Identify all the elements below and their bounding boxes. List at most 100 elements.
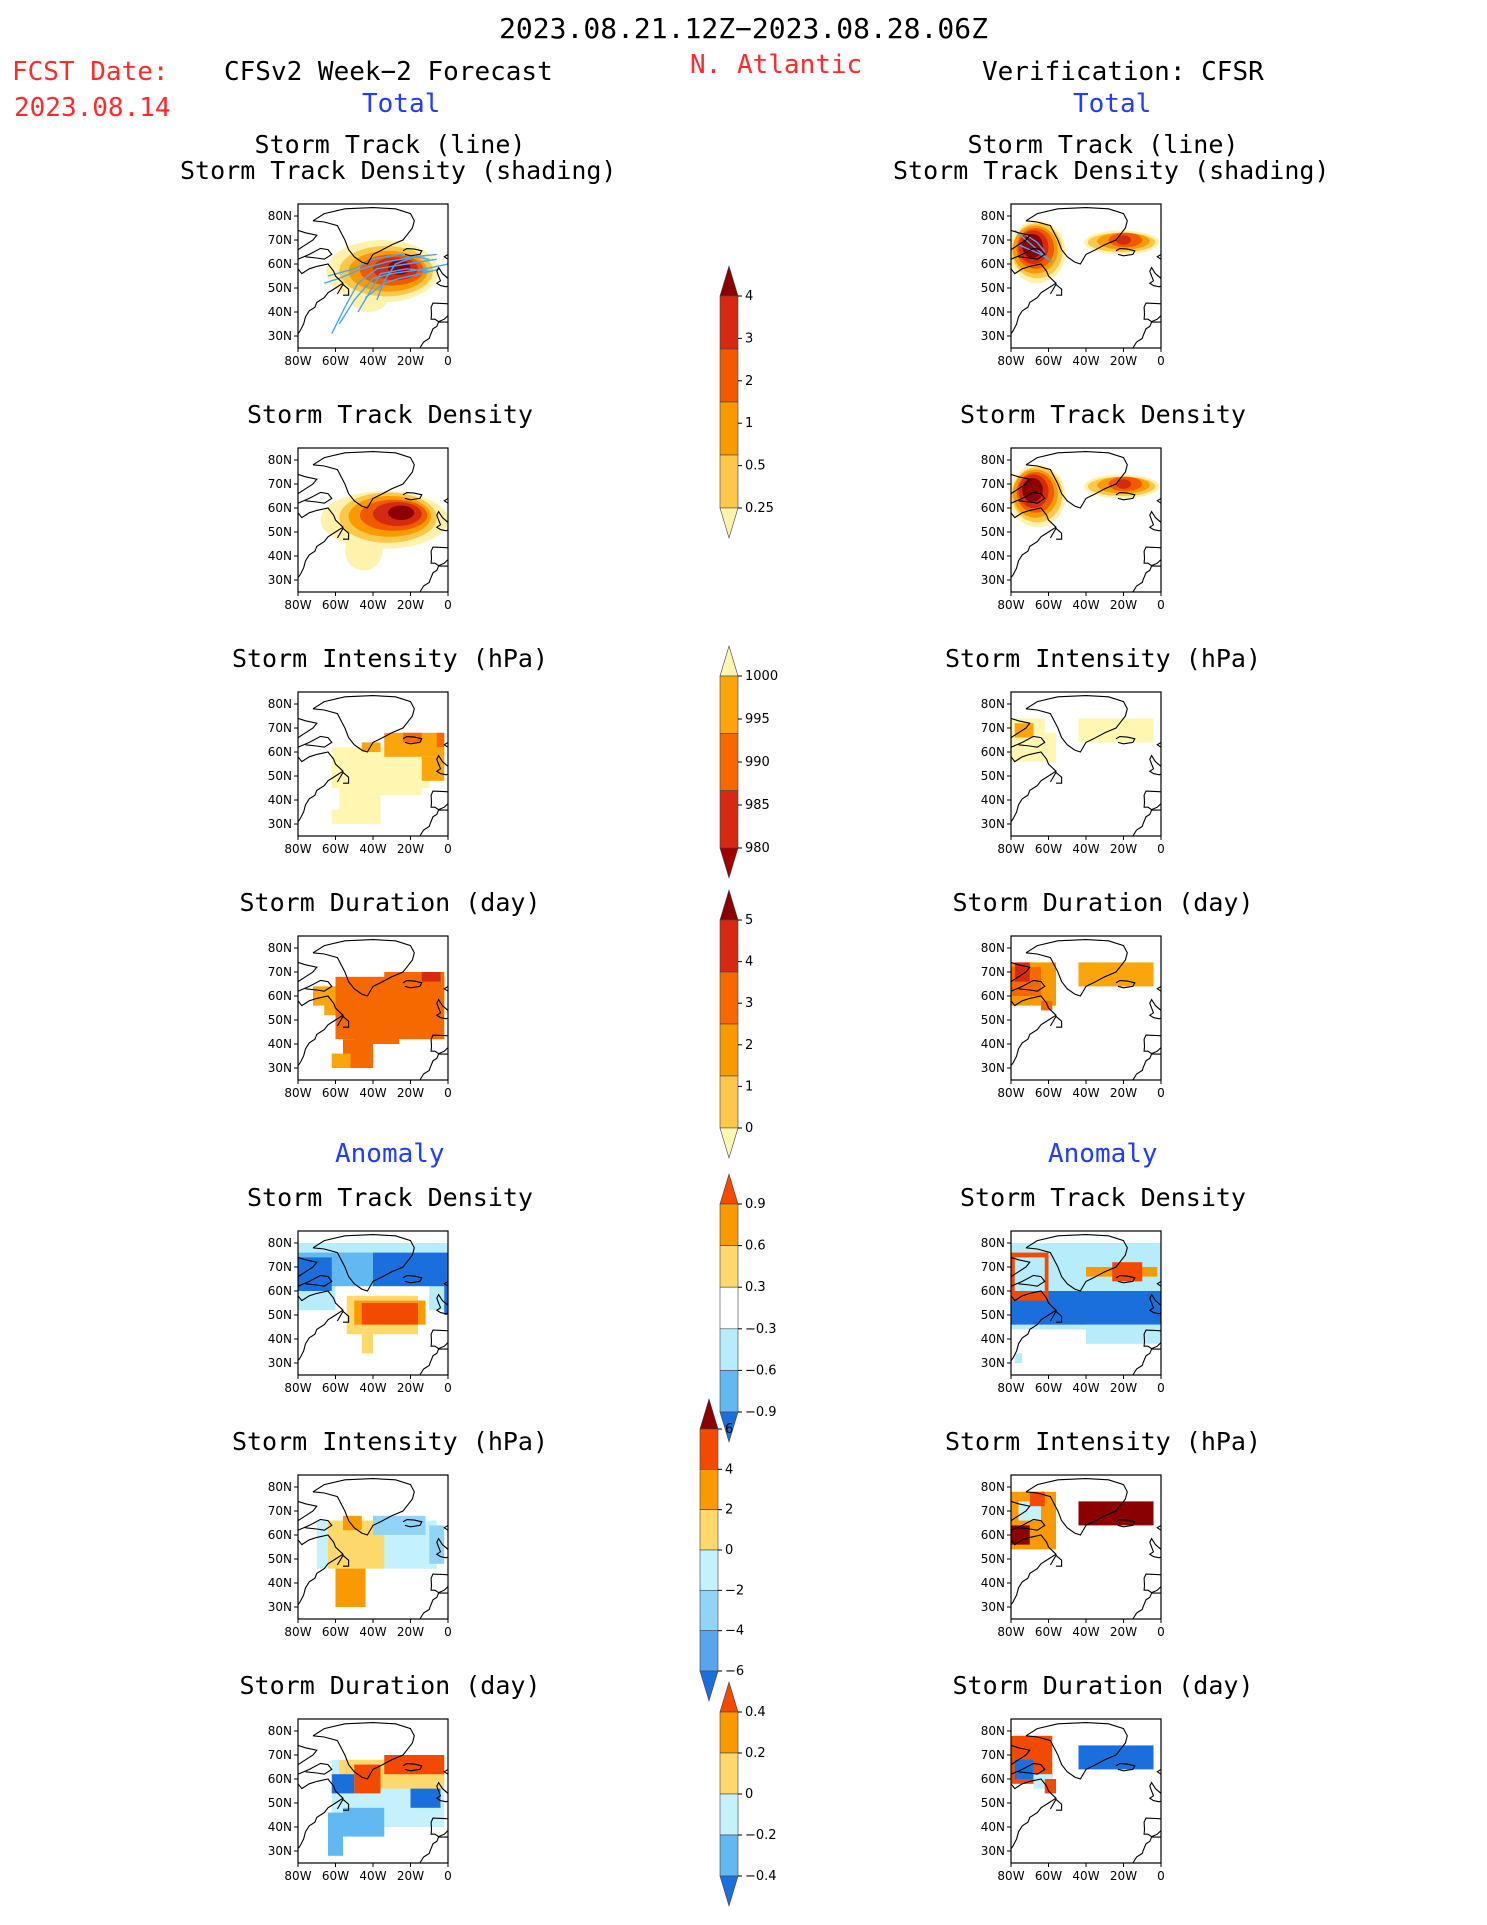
map-duration-forecast-lon-label-1: 60W	[322, 1086, 349, 1100]
map-track-forecast-lon-label-3: 20W	[397, 354, 424, 368]
map-track-verification-lon-label-1: 60W	[1035, 354, 1062, 368]
map-duration-verification-coastline-6	[1148, 998, 1161, 1020]
map-track-forecast-coastline-3	[298, 247, 333, 260]
panel-title-density-anom-left: Storm Track Density	[247, 1183, 533, 1212]
map-density-verification-lon-label-1: 60W	[1035, 598, 1062, 612]
map-intensity-verification-shade-2	[1078, 718, 1154, 743]
map-duration-anomaly-forecast-lat-label-0: 80N	[268, 1724, 292, 1738]
map-density-anomaly-forecast-shade-9	[361, 1303, 418, 1325]
map-duration-anomaly-forecast-coastline-7	[430, 1817, 448, 1838]
map-intensity-anomaly-forecast-shade-2	[335, 1568, 366, 1607]
map-intensity-anomaly-verification-lat-label-2: 60N	[981, 1528, 1005, 1542]
map-density-anomaly-forecast-coastline-6	[435, 1293, 448, 1315]
left-anomaly-label: Anomaly	[335, 1139, 445, 1169]
map-intensity-anomaly-forecast-coastline-3	[298, 1518, 333, 1531]
map-intensity-anomaly-verification-lat-label-0: 80N	[981, 1480, 1005, 1494]
map-density-verification-lat-label-0: 80N	[981, 453, 1005, 467]
map-density-verification-lat-label-4: 40N	[981, 549, 1005, 563]
map-track-verification-coastline-1	[1115, 248, 1136, 257]
map-density-forecast-lon-label-1: 60W	[322, 598, 349, 612]
colorbar-density-total-top-arrow	[719, 264, 739, 297]
map-intensity-anomaly-verification-coastline-2	[1011, 1500, 1031, 1522]
map-intensity-forecast-coastline-7	[430, 790, 448, 811]
panel-title-intensity-right: Storm Intensity (hPa)	[944, 644, 1262, 673]
map-duration-forecast: 80N 70N 60N 50N 40N 30N 80W 60W 40W 20W 0	[268, 935, 452, 1100]
map-duration-anomaly-verification-lon-label-1: 60W	[1035, 1869, 1062, 1883]
map-intensity-verification-lat-label-3: 50N	[981, 769, 1005, 783]
fcst-date-label: FCST Date:	[12, 57, 169, 87]
map-track-forecast-storm-track-0	[331, 258, 437, 334]
map-duration-anomaly-forecast-lon-label-2: 40W	[359, 1869, 386, 1883]
map-density-verification-coastline-0	[1025, 451, 1128, 509]
map-track-verification-storm-track-2	[1025, 234, 1046, 253]
colorbar-intensity-anomaly-swatch-2	[699, 1469, 719, 1510]
map-duration-forecast-lat-label-5: 30N	[268, 1061, 292, 1075]
map-intensity-anomaly-verification: 80N 70N 60N 50N 40N 30N 80W 60W 40W 20W 0	[981, 1474, 1165, 1639]
map-intensity-forecast-lat-label-2: 60N	[268, 745, 292, 759]
map-density-anomaly-forecast-lat-label-1: 70N	[268, 1260, 292, 1274]
colorbar-density-total-swatch-3	[719, 401, 739, 456]
map-density-forecast-lon-label-0: 80W	[284, 598, 311, 612]
map-duration-verification-lon-label-4: 0	[1157, 1086, 1165, 1100]
colorbar-intensity-anomaly-swatch-3	[699, 1509, 719, 1551]
map-duration-forecast-coastline-3	[298, 979, 333, 992]
map-density-forecast-lat-label-1: 70N	[268, 477, 292, 491]
map-intensity-anomaly-forecast-lon-label-4: 0	[444, 1625, 452, 1639]
map-duration-forecast-lon-label-2: 40W	[359, 1086, 386, 1100]
map-duration-anomaly-forecast-coastline-6	[435, 1781, 448, 1803]
colorbar-density-anomaly-label-3: −0.3	[745, 1322, 777, 1337]
map-duration-anomaly-forecast-coastline-2	[298, 1744, 318, 1766]
colorbar-duration-anomaly-bottom-arrow	[719, 1875, 739, 1908]
colorbar-density-anomaly-label-1: 0.6	[745, 1239, 766, 1254]
map-track-verification-lat-label-0: 80N	[981, 209, 1005, 223]
map-duration-anomaly-forecast-coastline-8	[419, 1836, 448, 1863]
map-duration-anomaly-verification-lon-label-3: 20W	[1110, 1869, 1137, 1883]
colorbar-intensity-anomaly-bottom-arrow	[699, 1670, 719, 1703]
colorbar-duration-total-bottom-arrow	[719, 1127, 739, 1160]
panel-title-duration-anom-left: Storm Duration (day)	[239, 1671, 541, 1700]
map-intensity-forecast-lon-label-4: 0	[444, 842, 452, 856]
map-intensity-anomaly-verification-lon-label-1: 60W	[1035, 1625, 1062, 1639]
map-track-verification-lon-label-4: 0	[1157, 354, 1165, 368]
map-intensity-anomaly-verification-coastline-7	[1143, 1573, 1161, 1594]
colorbar-duration-total-label-4: 1	[745, 1079, 753, 1094]
map-intensity-anomaly-forecast-lon-label-0: 80W	[284, 1625, 311, 1639]
map-density-verification-shade-10	[1116, 479, 1131, 489]
colorbar-duration-total-label-2: 3	[745, 996, 753, 1011]
map-density-verification-lat-label-1: 70N	[981, 477, 1005, 491]
colorbar-intensity-total-label-1: 995	[745, 712, 770, 727]
map-density-anomaly-forecast-coastline-5	[336, 1310, 350, 1323]
map-track-forecast-coastline-0	[312, 207, 415, 265]
map-duration-verification-frame	[1010, 935, 1162, 1081]
colorbar-duration-anomaly-label-3: −0.2	[745, 1828, 777, 1843]
map-intensity-anomaly-verification-coastline-0	[1025, 1478, 1128, 1536]
map-intensity-forecast-coastline-2	[298, 717, 318, 739]
map-duration-forecast-coastline-1	[402, 980, 423, 989]
map-duration-anomaly-verification-shade-4	[1078, 1745, 1154, 1770]
map-duration-anomaly-forecast-lat-label-2: 60N	[268, 1772, 292, 1786]
map-duration-verification-coastline-2	[1011, 961, 1031, 983]
colorbar-duration-anomaly-label-2: 0	[745, 1787, 753, 1802]
map-intensity-forecast-lat-label-3: 50N	[268, 769, 292, 783]
colorbar-density-total-label-5: 0.25	[745, 501, 774, 516]
map-intensity-forecast-shade-2	[331, 809, 351, 824]
map-intensity-anomaly-forecast-lon-label-2: 40W	[359, 1625, 386, 1639]
map-density-forecast-coastline-7	[430, 546, 448, 567]
map-track-verification-coastline-4	[1011, 263, 1057, 334]
map-track-verification-lat-label-4: 40N	[981, 305, 1005, 319]
map-duration-anomaly-forecast-lon-label-1: 60W	[322, 1869, 349, 1883]
map-intensity-verification-coastline-3	[1011, 735, 1046, 748]
colorbar-density-anomaly-label-5: −0.9	[745, 1405, 777, 1420]
map-duration-anomaly-verification-shade-3	[1044, 1779, 1056, 1794]
map-intensity-verification-coastline-7	[1143, 790, 1161, 811]
map-density-anomaly-verification-coastline-9	[1156, 1280, 1161, 1287]
map-duration-anomaly-forecast-lon-label-4: 0	[444, 1869, 452, 1883]
map-intensity-verification-coastline-8	[1132, 809, 1161, 836]
map-density-verification: 80N 70N 60N 50N 40N 30N 80W 60W 40W 20W 0	[981, 447, 1165, 612]
map-intensity-verification-lon-label-3: 20W	[1110, 842, 1137, 856]
map-track-verification-lat-label-1: 70N	[981, 233, 1005, 247]
map-duration-anomaly-verification-coastline-1	[1115, 1763, 1136, 1772]
map-density-anomaly-verification-coastline-5	[1049, 1310, 1063, 1323]
map-duration-forecast-shade-6	[421, 972, 441, 982]
colorbar-density-total-swatch-4	[719, 454, 739, 509]
